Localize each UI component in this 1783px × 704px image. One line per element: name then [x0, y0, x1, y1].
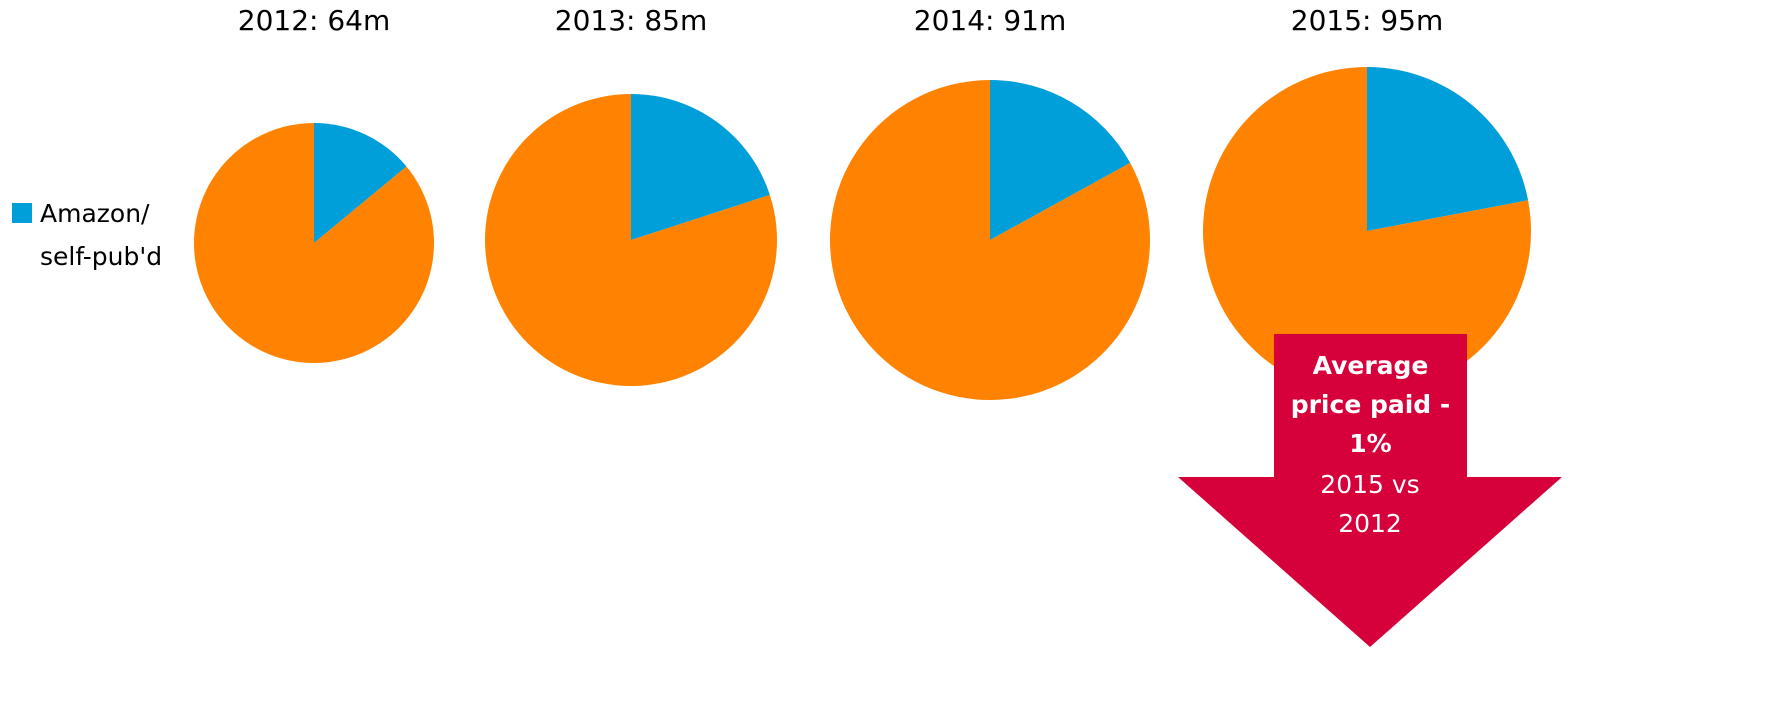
pie-title: 2012: 64m	[238, 4, 391, 37]
pie-title: 2014: 91m	[914, 4, 1067, 37]
pie-slice	[314, 123, 407, 243]
pie-title: 2015: 95m	[1291, 4, 1444, 37]
annotation-title: Average price paid - 1%	[1290, 351, 1451, 458]
pie-slice	[990, 80, 1131, 240]
pie-slice	[631, 94, 770, 240]
annotation-arrow	[1178, 334, 1562, 647]
pie-title: 2013: 85m	[555, 4, 708, 37]
legend-swatch	[12, 203, 32, 223]
pie-slice	[194, 123, 434, 363]
legend-label: Amazon/ self-pub'd	[40, 199, 163, 271]
pie-slice	[1367, 67, 1529, 231]
pie-slice	[829, 80, 1150, 400]
pie-slice	[1202, 67, 1532, 396]
annotation-text: 2015 vs 2012	[1320, 470, 1420, 538]
pie-slice	[485, 93, 777, 386]
